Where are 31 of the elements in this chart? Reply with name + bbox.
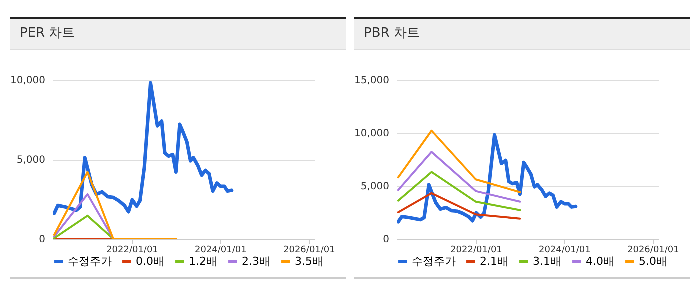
line-series: [397, 171, 522, 212]
x-tick-label: 2024/01/01: [538, 246, 591, 256]
x-tick-label: 2024/01/01: [194, 246, 247, 256]
legend-label: 1.2배: [189, 255, 218, 268]
y-tick-label: 10,000: [354, 128, 390, 140]
y-tick-label: 15,000: [354, 76, 390, 86]
y-tick-label: 5,000: [360, 182, 390, 192]
x-tick-label: 2026/01/01: [284, 246, 336, 256]
line-series: [397, 133, 578, 224]
line-series: [397, 130, 522, 194]
legend-label: 2.3배: [242, 255, 270, 268]
legend-label: 수정주가: [412, 255, 456, 268]
line-series: [397, 192, 522, 220]
chart-title: PBR 차트: [354, 19, 690, 50]
legend-label: 2.1배: [480, 255, 508, 268]
legend-label: 수정주가: [68, 255, 112, 268]
x-tick-label: 2022/01/01: [450, 246, 502, 256]
y-tick-label: 5,000: [16, 155, 46, 166]
legend-label: 4.0배: [586, 255, 614, 268]
y-tick-label: 10,000: [10, 76, 46, 86]
chart-title: PER 차트: [10, 19, 346, 50]
legend-label: 5.0배: [639, 255, 668, 268]
y-tick-label: 0: [383, 234, 390, 246]
x-tick-label: 2026/01/01: [628, 246, 680, 256]
legend-label: 0.0배: [136, 255, 164, 268]
legend-label: 3.1배: [533, 255, 562, 268]
line-series: [53, 81, 234, 216]
line-series: [397, 151, 522, 203]
x-tick-label: 2022/01/01: [106, 246, 158, 256]
y-tick-label: 0: [39, 234, 46, 246]
legend-label: 3.5배: [295, 255, 324, 268]
